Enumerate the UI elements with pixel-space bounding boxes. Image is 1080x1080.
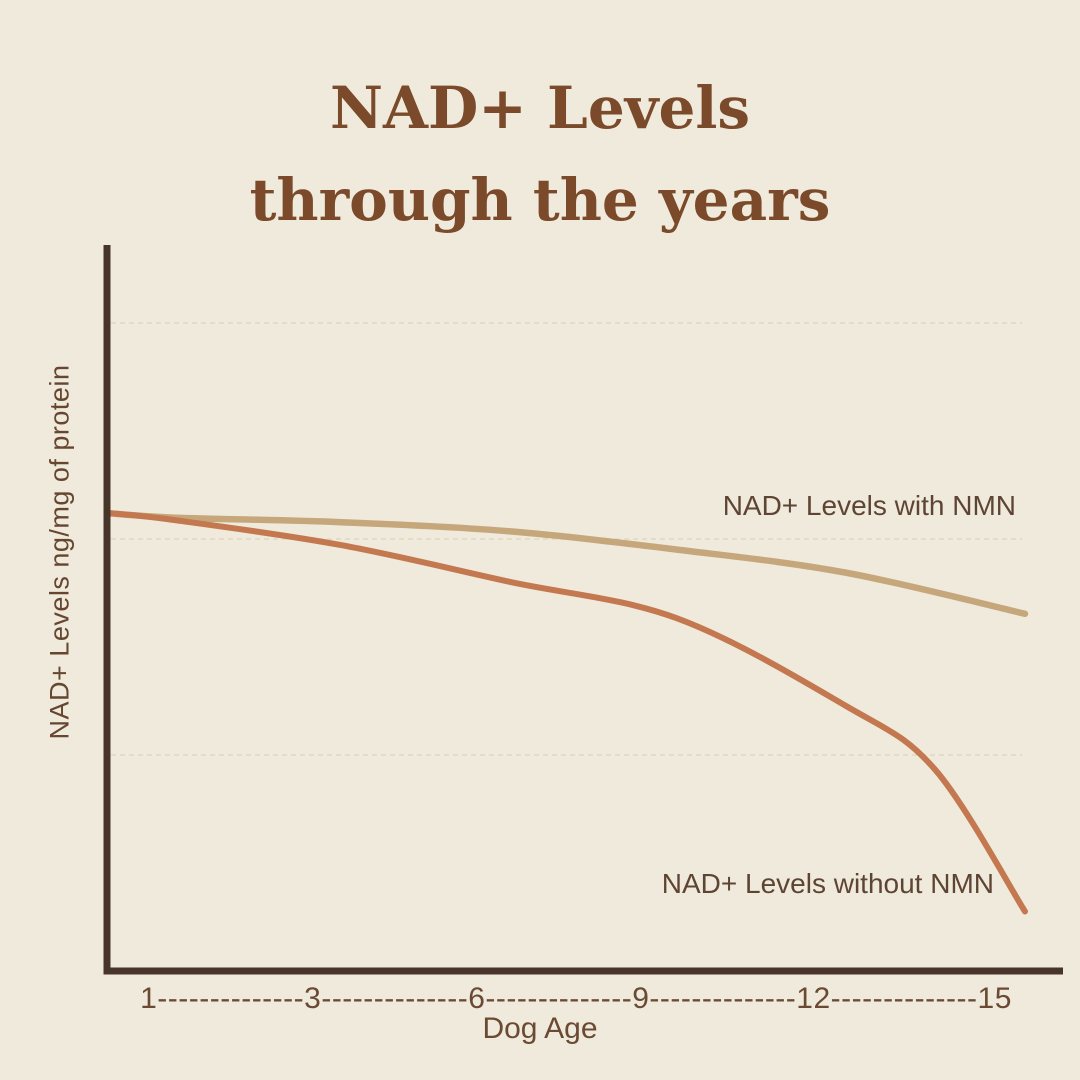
data-curves bbox=[103, 509, 1029, 915]
series-label-with-nmn: NAD+ Levels with NMN bbox=[722, 490, 1016, 521]
x-axis-tick-row: 1--------------3--------------6---------… bbox=[140, 982, 1012, 1015]
series-label-without-nmn: NAD+ Levels without NMN bbox=[661, 868, 994, 899]
page-title-line1: NAD+ Levels bbox=[329, 74, 751, 142]
page-title: NAD+ Levels through the years bbox=[0, 62, 1080, 246]
x-axis-title: Dog Age bbox=[482, 1012, 598, 1045]
page-title-line2: through the years bbox=[249, 166, 831, 234]
curve-without-nmn bbox=[104, 510, 1028, 915]
y-axis-title: NAD+ Levels ng/mg of protein bbox=[44, 364, 75, 740]
chart-axes bbox=[103, 245, 1063, 975]
curve-with-nmn bbox=[103, 509, 1029, 618]
horizontal-gridlines bbox=[111, 322, 1022, 756]
